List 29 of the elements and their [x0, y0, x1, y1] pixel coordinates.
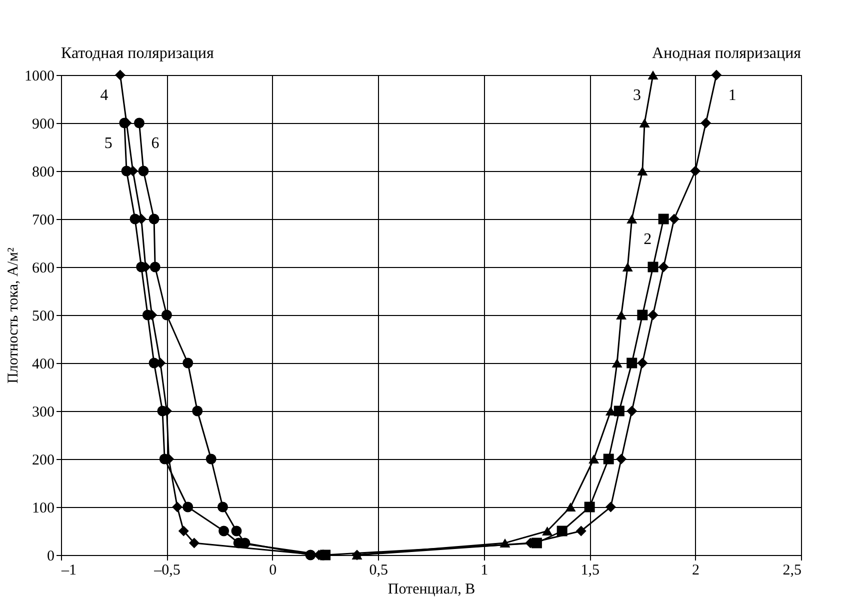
- y-tick-label: 300: [32, 404, 54, 420]
- x-tick-label: 1,5: [580, 562, 600, 578]
- y-tick-label: 800: [32, 164, 54, 180]
- x-axis-title: Потенциал, В: [388, 582, 476, 598]
- y-tick-label: 400: [32, 356, 54, 372]
- y-tick-label: 100: [32, 500, 54, 516]
- y-tick-label: 200: [32, 452, 54, 468]
- y-tick-label: 900: [32, 116, 54, 132]
- x-tick-label: 2: [692, 562, 700, 578]
- y-tick-label: 0: [47, 548, 54, 564]
- series-label: 3: [633, 87, 641, 104]
- y-tick-label: 700: [32, 212, 54, 228]
- series-label: 2: [644, 231, 652, 248]
- y-tick-label: 500: [32, 308, 54, 324]
- x-tick-label: 0: [269, 562, 277, 578]
- y-tick-label: 600: [32, 260, 54, 276]
- y-tick-label: 1000: [24, 68, 54, 84]
- series-label: 1: [728, 87, 736, 104]
- series-label: 4: [100, 87, 108, 104]
- x-tick-label: –1: [60, 562, 76, 578]
- text: Катодная поляризация: [61, 45, 214, 62]
- y-axis-title: Плотность тока, А/м²: [6, 247, 22, 384]
- text: Анодная поляризация: [652, 45, 802, 62]
- x-tick-label: 1: [480, 562, 488, 578]
- x-tick-label: –0,5: [153, 562, 180, 578]
- x-tick-label: 2,5: [782, 562, 802, 578]
- x-tick-label: 0,5: [369, 562, 388, 578]
- series-label: 5: [104, 135, 112, 152]
- series-label: 6: [151, 135, 160, 152]
